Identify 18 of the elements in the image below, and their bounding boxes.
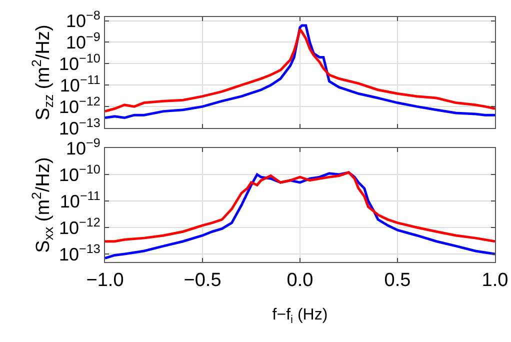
y-tick-label: 10$^{−13}$ [58,242,100,264]
y-tick-label: 10$^{−11}$ [60,188,100,212]
y-tick-label: 10$^{−13}$ [58,116,100,138]
x-tick-label: −0.5 [184,270,222,291]
y-tick-label: 10$^{−9}$ [66,30,100,53]
line-series [105,171,495,243]
x-axis-title: f−f$_{i}$ (Hz) [272,306,328,326]
y-tick-label: 10$^{−8}$ [66,8,100,32]
y-tick-label: 10$^{−9}$ [66,136,100,158]
y-tick-label: 10$^{−10}$ [58,51,100,74]
y-tick-label: 10$^{−11}$ [60,72,100,96]
y-tick-label: 10$^{−10}$ [58,162,100,185]
y-tick-label: 10$^{−12}$ [58,94,100,117]
x-tick-label: 0.0 [286,270,314,291]
x-tick-label: 1.0 [482,270,508,291]
x-tick-label: −1.0 [86,270,124,291]
x-tick-label: 0.5 [384,270,411,291]
y-tick-label: 10$^{−12}$ [58,215,100,238]
